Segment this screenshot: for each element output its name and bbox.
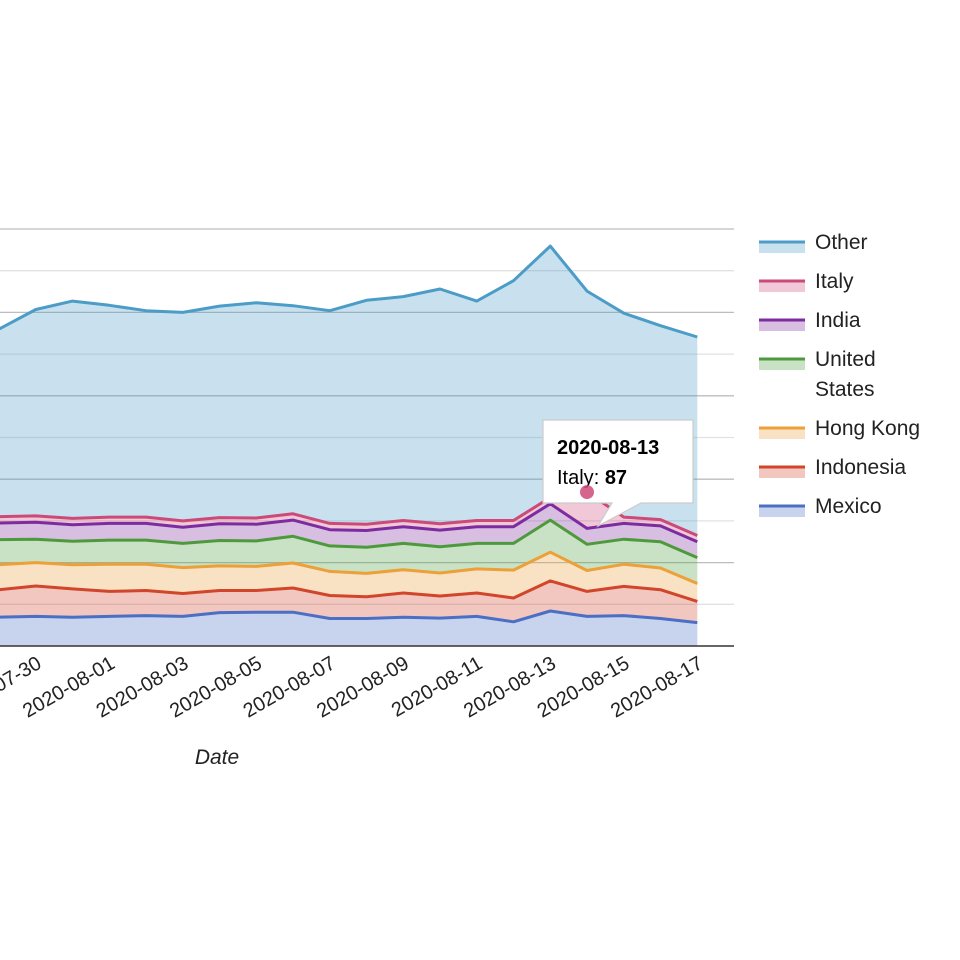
legend-item[interactable]: Italy <box>759 270 854 293</box>
legend-swatch <box>759 506 805 517</box>
line-united-states[interactable] <box>0 518 698 559</box>
legend-item[interactable]: Mexico <box>759 495 882 518</box>
line-other[interactable] <box>0 244 698 339</box>
legend-swatch <box>759 428 805 439</box>
legend-item[interactable]: Other <box>759 231 868 254</box>
legend-item[interactable]: Indonesia <box>759 456 906 479</box>
legend-swatch <box>759 281 805 292</box>
legend-item[interactable]: Hong Kong <box>759 417 920 440</box>
tooltip-box <box>542 419 694 528</box>
line-india[interactable] <box>0 502 698 544</box>
legend-label: India <box>815 309 861 332</box>
line-indonesia[interactable] <box>0 579 698 603</box>
series-areas[interactable] <box>0 246 698 646</box>
tooltip: 2020-08-13 Italy: 87 <box>542 419 694 528</box>
legend-label: States <box>815 378 875 401</box>
legend-swatch <box>759 359 805 370</box>
legend-item[interactable]: India <box>759 309 861 332</box>
area-indonesia[interactable] <box>0 580 698 623</box>
x-axis-title: Date <box>195 746 239 769</box>
legend-swatch <box>759 242 805 253</box>
area-united-states[interactable] <box>0 520 698 584</box>
legend-label: United <box>815 348 876 371</box>
x-axis-tick-labels: 2020-07-302020-08-012020-08-032020-08-05… <box>0 652 707 722</box>
legend-label: Hong Kong <box>815 417 920 440</box>
tooltip-value-line: Italy: 87 <box>557 467 627 489</box>
tooltip-value: 87 <box>605 467 627 489</box>
area-hong-kong[interactable] <box>0 552 698 602</box>
line-hong-kong[interactable] <box>0 550 698 585</box>
legend-label: Indonesia <box>815 456 906 479</box>
tooltip-date: 2020-08-13 <box>557 437 659 459</box>
legend-label: Italy <box>815 270 854 293</box>
legend[interactable]: Other Italy India United States Hong Kong Indo… <box>759 231 920 518</box>
tooltip-series-name: Italy <box>557 467 594 489</box>
legend-swatch <box>759 320 805 331</box>
line-mexico[interactable] <box>0 609 698 625</box>
highlighted-point[interactable] <box>580 485 594 500</box>
legend-item[interactable]: United States <box>759 348 876 401</box>
area-other[interactable] <box>0 246 698 536</box>
legend-label: Other <box>815 231 868 254</box>
grid-lines <box>0 228 734 605</box>
legend-label: Mexico <box>815 495 882 518</box>
legend-swatch <box>759 467 805 478</box>
